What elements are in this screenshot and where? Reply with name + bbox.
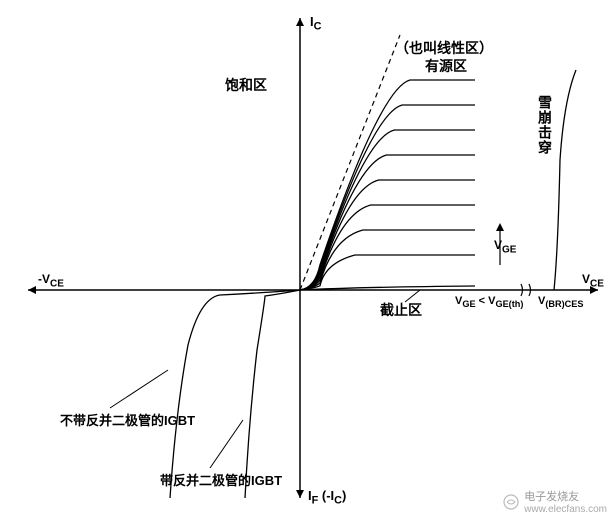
saturation-region-label: 饱和区: [225, 75, 267, 95]
vge-condition-label: VGE < VGE(th): [455, 295, 523, 309]
ic-axis-label: IC: [310, 14, 321, 33]
vce-pos-label: VCE: [582, 272, 604, 289]
avalanche-label: 雪崩击穿: [535, 95, 555, 155]
watermark: 电子发烧友 www.elecfans.com: [502, 488, 607, 515]
igbt-iv-diagram: [0, 0, 615, 523]
with-diode-label: 带反并二极管的IGBT: [160, 470, 282, 489]
no-diode-label: 不带反并二极管的IGBT: [60, 410, 195, 429]
cutoff-region-label: 截止区: [380, 300, 422, 320]
vbrces-label: V(BR)CES: [538, 295, 584, 309]
vce-neg-label: -VCE: [38, 272, 64, 289]
vge-label: VGE: [494, 238, 516, 255]
linear-note-label: （也叫线性区）: [395, 38, 493, 58]
active-region-label: 有源区: [425, 56, 467, 76]
if-axis-label: IF (-IC): [308, 488, 346, 507]
